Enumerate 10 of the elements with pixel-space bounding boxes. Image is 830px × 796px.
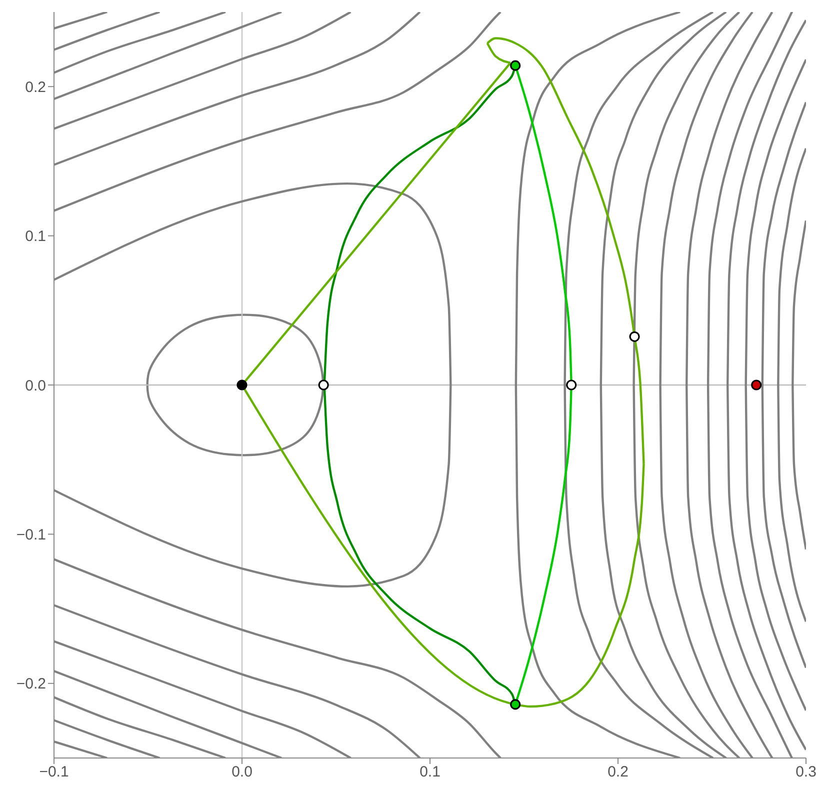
x-tick-label: 0.2	[608, 764, 628, 781]
x-tick-label: −0.1	[39, 764, 69, 781]
y-tick-label: −0.2	[16, 676, 46, 693]
y-tick-label: −0.1	[16, 526, 46, 544]
x-tick-label: 0.0	[232, 764, 252, 781]
x-tick-label: 0.3	[796, 764, 816, 781]
x-tick-label: 0.1	[420, 764, 440, 781]
y-tick-label: 0.2	[25, 78, 46, 96]
y-tick-label: 0.0	[25, 377, 46, 394]
y-tick-label: 0.1	[25, 228, 46, 246]
